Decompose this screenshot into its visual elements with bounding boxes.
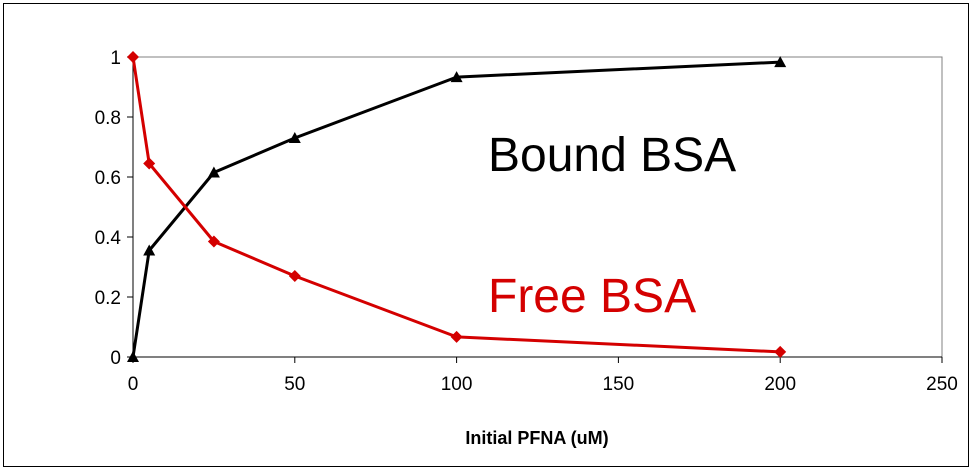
x-tick-label: 150 [603, 374, 635, 395]
data-point [774, 56, 787, 68]
data-point [143, 244, 156, 256]
y-tick-label: 0.6 [95, 168, 121, 189]
x-tick-label: 100 [441, 374, 473, 395]
series-layer [127, 51, 787, 362]
data-point [127, 351, 139, 362]
data-point [143, 157, 156, 170]
annotation-bound-bsa: Bound BSA [488, 129, 736, 182]
y-tick-label: 1 [110, 48, 121, 69]
series-1 [127, 51, 787, 358]
data-point [288, 270, 301, 282]
chart-frame [3, 3, 969, 467]
series-line [131, 60, 781, 358]
series-0 [127, 56, 787, 362]
axes: 0 0.2 0.4 0.6 0.8 1 0 50 100 150 200 250 [95, 48, 958, 395]
x-tick-label: 250 [926, 374, 958, 395]
x-tick-label: 50 [284, 374, 305, 395]
annotation-free-bsa: Free BSA [488, 270, 696, 323]
y-tick-label: 0.2 [95, 288, 121, 309]
series-line [131, 56, 781, 354]
data-point [207, 166, 220, 178]
data-point [127, 51, 139, 63]
data-point [774, 345, 787, 358]
y-tick-label: 0 [110, 348, 121, 369]
data-point [450, 71, 463, 83]
data-point [288, 132, 301, 143]
x-tick-label: 0 [128, 374, 139, 395]
y-tick-label: 0.8 [95, 108, 121, 129]
y-tick-label: 0.4 [95, 228, 122, 249]
x-tick-label: 200 [764, 374, 796, 395]
data-point [207, 235, 220, 248]
data-point [450, 330, 463, 343]
x-axis-label: Initial PFNA (uM) [465, 428, 608, 448]
